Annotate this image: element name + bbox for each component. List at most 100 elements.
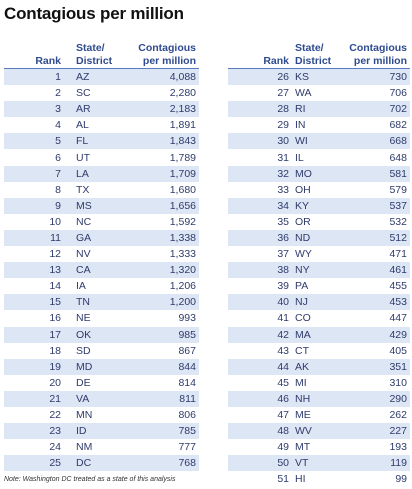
rank-cell: 18 [49,344,61,357]
value-cell: 227 [344,423,410,440]
value-cell: 844 [120,358,199,375]
value-cell: 193 [389,441,407,454]
value-cell: 702 [344,101,410,118]
table-row: 51 HI 99 [228,471,410,487]
table-row: 3 AR 2,183 [4,101,199,118]
table-row: 5 FL 1,843 [4,133,199,150]
state-cell: MN [76,409,93,422]
rank-cell: 50 [228,455,292,472]
table-row: 38 NY 461 [228,262,410,279]
table-row: 16 NE 993 [4,310,199,326]
table-row: 31 IL 648 [228,149,410,165]
table-row: 22 MN 806 [4,407,199,423]
table-row: 10 NC 1,592 [4,214,199,230]
rank-cell: 27 [277,87,289,100]
rank-cell: 22 [49,409,61,422]
table-row: 30 WI 668 [228,133,410,150]
value-header: Contagious per million [344,38,410,69]
state-cell: AK [292,358,344,375]
rank-cell: 46 [228,390,292,407]
value-cell: 1,680 [169,183,196,196]
state-cell: UT [76,151,90,164]
value-cell: 785 [120,423,199,440]
rank-cell: 14 [49,280,61,293]
table-row: 12 NV 1,333 [4,246,199,262]
rank-header: Rank [4,38,64,69]
state-cell: OK [64,326,120,343]
table-row: 37 WY 471 [228,246,410,262]
rank-cell: 16 [49,312,61,325]
state-cell: AL [76,119,89,132]
table-row: 45 MI 310 [228,375,410,391]
value-cell: 429 [344,326,410,343]
table-body-left: 1 AZ 4,088 2 SC 2,280 3 AR 2,183 4 AL 1,891 5 FL 1,843… [4,68,199,472]
table-row: 18 SD 867 [4,343,199,359]
value-cell: 532 [389,215,407,228]
state-cell: CA [64,262,120,279]
state-cell: WV [292,423,344,440]
state-cell: TN [64,294,120,311]
value-cell: 581 [344,165,410,182]
table-row: 49 MT 193 [228,439,410,455]
value-cell: 777 [178,441,196,454]
value-cell: 867 [178,344,196,357]
rank-cell: 20 [49,376,61,389]
value-cell: 768 [120,455,199,472]
value-cell: 455 [389,280,407,293]
state-cell: NH [292,390,344,407]
rank-cell: 44 [228,358,292,375]
value-cell: 447 [389,312,407,325]
state-cell: ME [295,409,311,422]
state-cell: SC [76,87,91,100]
rank-cell: 10 [49,215,61,228]
rank-header: Rank [228,38,292,69]
rank-cell: 7 [4,165,64,182]
value-cell: 1,891 [169,119,196,132]
table-row: 7 LA 1,709 [4,165,199,182]
rank-cell: 30 [228,133,292,150]
table-row: 50 VT 119 [228,455,410,472]
state-cell: LA [64,165,120,182]
table-row: 23 ID 785 [4,423,199,440]
table-row: 47 ME 262 [228,407,410,423]
rank-cell: 41 [277,312,289,325]
table-row: 46 NH 290 [228,390,410,407]
state-cell: SD [76,344,91,357]
state-cell: WI [292,133,344,150]
value-cell: 119 [344,455,410,472]
table-row: 1 AZ 4,088 [4,68,199,86]
rank-cell: 42 [228,326,292,343]
table-header-row: Rank State/District Contagious per millio… [228,38,410,69]
rank-cell: 40 [228,294,292,311]
state-cell: MS [64,197,120,214]
state-cell: OH [295,183,311,196]
rank-cell: 9 [4,197,64,214]
value-header: Contagious per million [120,38,199,69]
value-cell: 1,592 [169,215,196,228]
value-cell: 706 [389,87,407,100]
state-cell: NE [76,312,91,325]
value-cell: 512 [344,229,410,247]
rank-cell: 36 [228,229,292,247]
ranking-table-left: Rank State/District Contagious per millio… [4,38,199,472]
value-cell: 1,333 [169,248,196,261]
state-cell: FL [64,133,120,150]
value-cell: 1,200 [120,294,199,311]
state-cell: NY [292,262,344,279]
rank-cell: 23 [4,423,64,440]
table-row: 2 SC 2,280 [4,85,199,101]
table-row: 43 CT 405 [228,343,410,359]
value-cell: 290 [344,390,410,407]
rank-cell: 5 [4,133,64,150]
state-cell: DE [76,376,91,389]
state-cell: DC [64,455,120,472]
state-cell: VT [292,455,344,472]
table-row: 17 OK 985 [4,326,199,343]
state-cell: MI [295,376,307,389]
value-cell: 648 [389,151,407,164]
value-cell: 4,088 [120,68,199,86]
state-cell: AZ [64,68,120,86]
rank-cell: 17 [4,326,64,343]
value-cell: 537 [344,197,410,214]
table-row: 26 KS 730 [228,68,410,86]
